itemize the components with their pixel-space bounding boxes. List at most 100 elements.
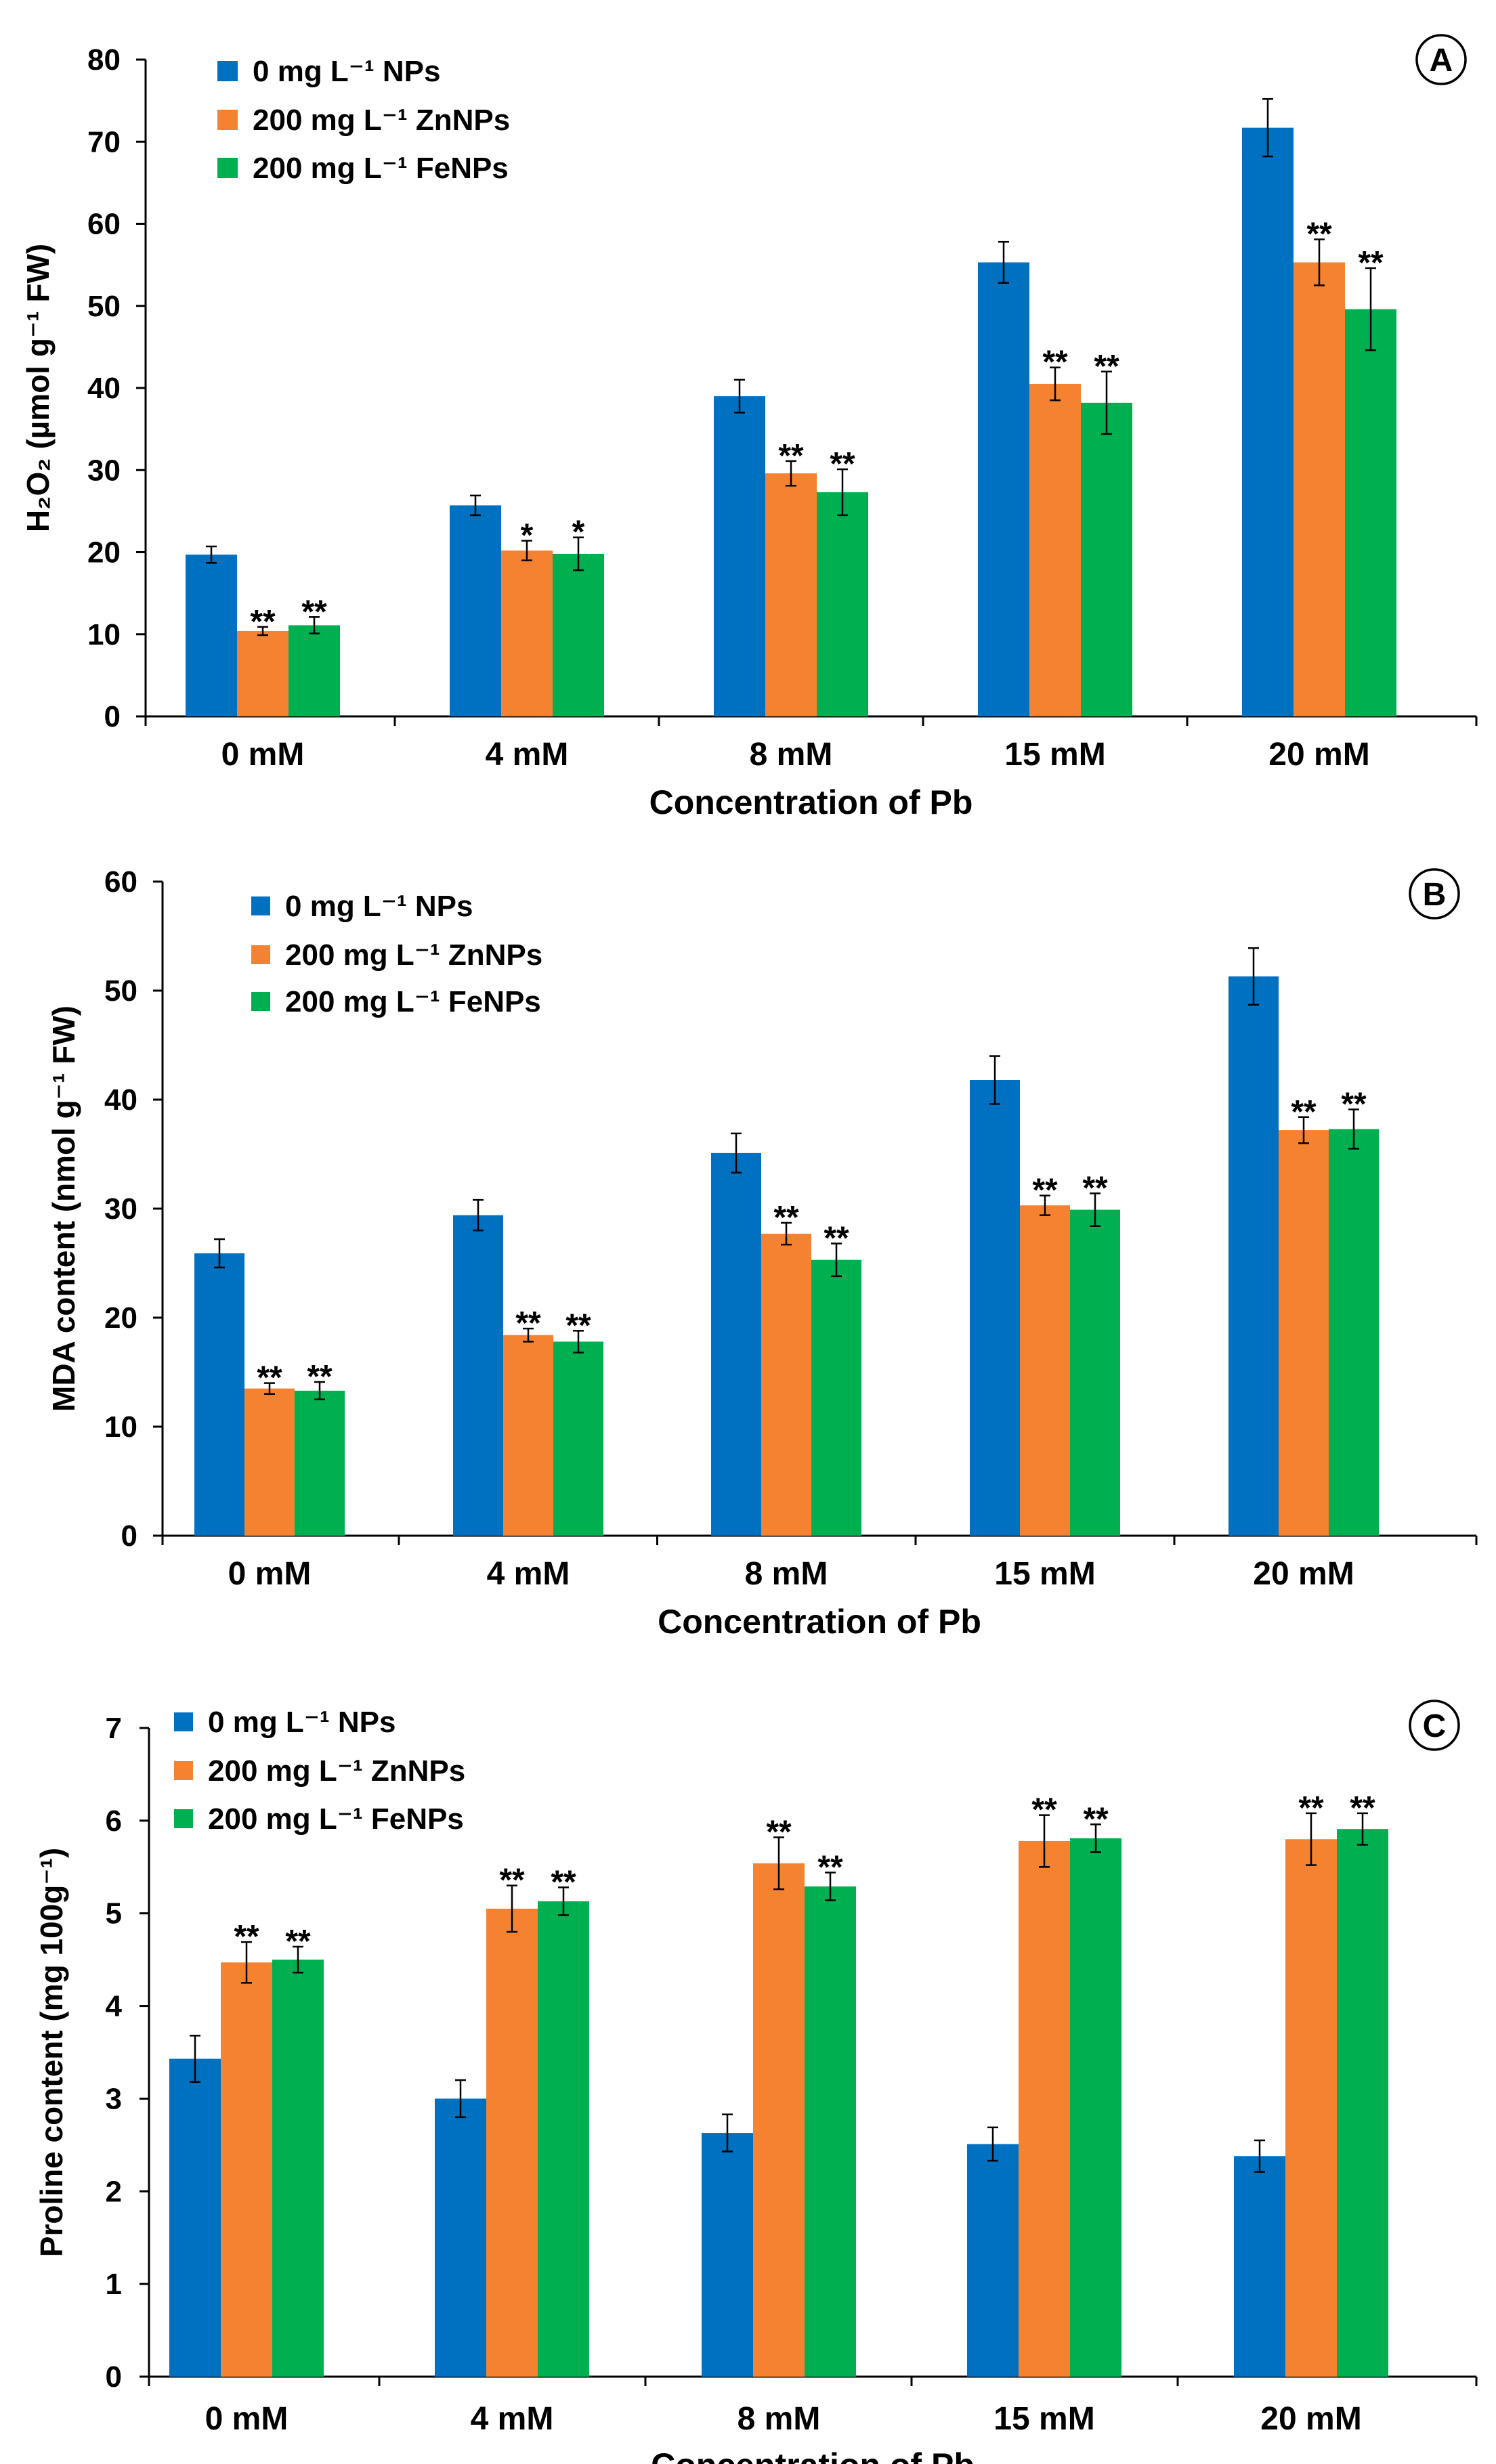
significance-mark: ** (1094, 349, 1119, 385)
y-axis-label: H₂O₂ (µmol g⁻¹ FW) (20, 244, 56, 532)
bar (553, 1341, 603, 1536)
bar (221, 1962, 272, 2377)
significance-mark: ** (1042, 345, 1068, 381)
y-tick-label: 4 (106, 1990, 123, 2023)
bar (295, 1390, 345, 1536)
y-axis-label: Proline content (mg 100g⁻¹) (34, 1848, 69, 2257)
y-tick-label: 40 (104, 1083, 137, 1117)
y-tick-label: 60 (104, 865, 137, 899)
significance-mark: ** (301, 594, 327, 630)
y-tick-label: 10 (104, 1410, 137, 1444)
x-tick-label: 8 mM (745, 1556, 828, 1592)
significance-mark: ** (1306, 217, 1332, 253)
bar (1285, 1839, 1337, 2377)
legend-swatch (174, 1761, 193, 1780)
y-tick-label: 50 (104, 974, 137, 1008)
bar (244, 1388, 295, 1536)
significance-mark: ** (778, 438, 804, 474)
legend-swatch (251, 992, 270, 1011)
panel-a: 0 10 20 30 40 50 60 70 80 0 mM 4 mM 8 mM 15 mM 20 mM *… (20, 34, 1478, 821)
y-tick-label: 7 (106, 1712, 122, 1745)
panel-label: A (1430, 43, 1453, 79)
bar (553, 553, 604, 716)
significance-mark: ** (1341, 1086, 1367, 1122)
bar (805, 1886, 856, 2377)
legend-label: 0 mg L⁻¹ NPs (208, 1706, 396, 1739)
x-axis-label: Concentration of Pb (658, 1603, 981, 1641)
bar (1345, 309, 1396, 717)
bar (450, 505, 501, 716)
x-tick-label: 15 mM (1004, 737, 1105, 773)
bar (194, 1253, 244, 1536)
legend-label: 200 mg L⁻¹ FeNPs (208, 1802, 464, 1836)
panel-label: C (1423, 1708, 1447, 1744)
y-tick-label: 0 (121, 1519, 137, 1553)
bar (811, 1259, 861, 1536)
significance-mark: * (521, 518, 534, 554)
bar (169, 2058, 221, 2377)
legend-swatch (174, 1809, 193, 1828)
significance-mark: ** (250, 604, 276, 640)
bar (753, 1863, 805, 2377)
y-tick-label: 30 (87, 454, 121, 487)
legend-label: 0 mg L⁻¹ NPs (285, 890, 473, 923)
bar (1019, 1840, 1070, 2377)
y-tick-label: 3 (106, 2082, 122, 2115)
x-tick-label: 4 mM (486, 737, 569, 773)
legend-swatch (217, 158, 238, 178)
legend-label: 200 mg L⁻¹ FeNPs (285, 985, 541, 1018)
y-tick-label: 6 (106, 1804, 122, 1838)
y-tick-label: 20 (104, 1301, 137, 1335)
bar (817, 492, 868, 716)
bar (1070, 1209, 1120, 1536)
y-tick-label: 50 (87, 290, 121, 323)
x-tick-label: 4 mM (487, 1556, 570, 1592)
y-tick-label: 20 (87, 536, 121, 569)
bar (1070, 1838, 1121, 2377)
bar (1234, 2156, 1285, 2377)
significance-mark: ** (824, 1221, 849, 1257)
bar (237, 630, 288, 716)
bar (765, 473, 817, 716)
panel-b: 0 10 20 30 40 50 60 0 mM 4 mM 8 mM 15 mM 20 mM ** ** *… (46, 865, 1478, 1641)
significance-mark: ** (1083, 1801, 1109, 1837)
legend-label: 200 mg L⁻¹ ZnNPs (285, 938, 542, 972)
x-axis-label: Concentration of Pb (651, 2446, 975, 2464)
x-tick-label: 15 mM (994, 1556, 1095, 1592)
x-tick-label: 20 mM (1268, 737, 1369, 773)
significance-mark: ** (515, 1305, 541, 1341)
x-tick-label: 20 mM (1260, 2401, 1361, 2437)
bar (1337, 1829, 1388, 2377)
bar (435, 2098, 486, 2377)
y-tick-label: 5 (106, 1897, 122, 1930)
y-tick-label: 30 (104, 1192, 137, 1226)
bar (186, 555, 237, 716)
legend-swatch (217, 110, 238, 130)
panel-label-circle (1409, 868, 1460, 920)
y-tick-label: 60 (87, 208, 121, 241)
x-tick-label: 20 mM (1253, 1556, 1354, 1592)
y-tick-label: 0 (104, 700, 121, 733)
panel-label-circle (1409, 1700, 1460, 1751)
significance-mark: ** (1032, 1173, 1058, 1209)
x-tick-label: 0 mM (221, 737, 305, 773)
x-tick-label: 8 mM (738, 2401, 821, 2437)
x-tick-label: 15 mM (993, 2401, 1094, 2437)
significance-mark: ** (499, 1863, 525, 1899)
legend-label: 0 mg L⁻¹ NPs (253, 55, 441, 88)
legend-swatch (251, 945, 270, 964)
legend-label: 200 mg L⁻¹ FeNPs (253, 152, 509, 185)
x-tick-label: 0 mM (228, 1556, 312, 1592)
panel-c: 0 1 2 3 4 5 6 7 0 mM 4 mM 8 mM 15 mM 20 mM ** ** ** ** **… (34, 1700, 1478, 2464)
y-tick-label: 2 (106, 2175, 122, 2208)
significance-mark: ** (565, 1307, 591, 1343)
y-tick-label: 10 (87, 618, 121, 651)
bar (714, 396, 765, 716)
bar (453, 1215, 503, 1536)
bar (702, 2133, 753, 2377)
legend-label: 200 mg L⁻¹ ZnNPs (208, 1754, 465, 1788)
significance-mark: ** (1358, 245, 1384, 281)
bar (1081, 402, 1132, 716)
y-tick-label: 40 (87, 372, 121, 405)
